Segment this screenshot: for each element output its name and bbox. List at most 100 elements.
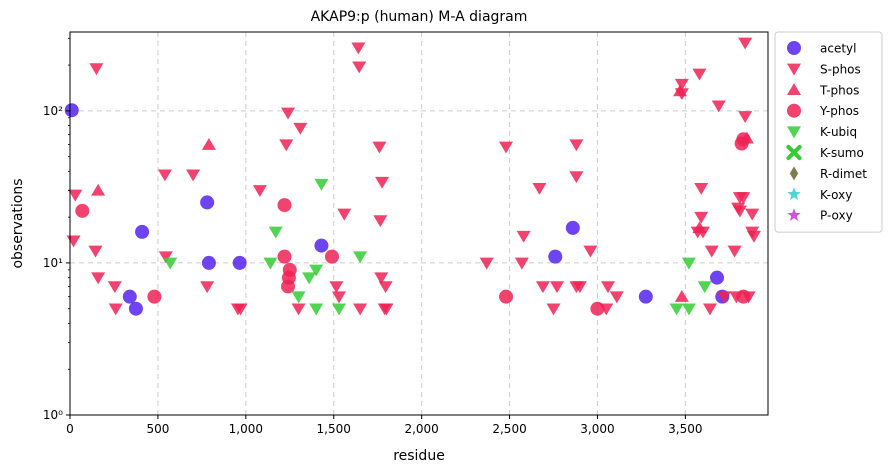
legend-marker [786,144,802,161]
point-s-phos [572,281,587,294]
point-k-ubiq [314,178,329,191]
point-s-phos [704,245,719,258]
point-y-phos [75,203,90,218]
legend-marker [787,208,801,221]
point-acetyl [200,195,215,210]
point-y-phos [736,289,751,304]
point-s-phos [694,182,709,195]
point-s-phos [233,303,248,316]
point-y-phos [147,289,162,304]
point-k-ubiq [263,257,278,270]
point-t-phos [91,183,106,196]
point-s-phos [281,107,296,120]
point-s-phos [514,257,529,270]
plot-frame [69,31,769,416]
point-s-phos [329,281,344,294]
point-s-phos [66,235,81,248]
point-acetyl [128,301,143,316]
point-k-ubiq [697,281,712,294]
x-tick-label: 3,500 [668,422,702,436]
point-y-phos [277,249,292,264]
point-s-phos [692,68,707,81]
legend-marker-stroke [786,144,802,161]
point-s-phos [158,251,173,264]
point-s-phos [200,281,215,294]
point-s-phos [375,176,390,189]
point-y-phos [277,198,292,213]
point-s-phos [351,42,366,55]
point-k-ubiq [681,257,696,270]
legend-label: T-phos [819,83,859,97]
point-s-phos [535,281,550,294]
point-acetyl [232,255,247,270]
legend-label: K-ubiq [820,125,857,139]
point-s-phos [91,272,106,285]
point-t-phos [692,221,707,234]
x-tick-label: 1,500 [317,422,351,436]
point-s-phos [88,245,103,258]
point-k-ubiq [163,257,178,270]
point-s-phos [68,189,83,202]
legend-label: R-dimet [820,167,867,181]
point-k-ubiq [353,251,368,264]
y-axis-label: observations [10,178,26,268]
point-k-ubiq [669,303,684,316]
point-s-phos [569,171,584,184]
legend-label: K-oxy [820,188,852,202]
point-s-phos [702,303,717,316]
y-tick-label: 10² [43,104,63,118]
x-tick-label: 500 [146,422,169,436]
point-s-phos [499,141,514,154]
point-s-phos [550,281,565,294]
point-s-phos [601,281,616,294]
point-s-phos [745,208,760,221]
x-tick-label: 0 [66,422,74,436]
point-s-phos [479,257,494,270]
point-k-ubiq [309,303,324,316]
point-y-phos [736,132,751,147]
y-tick-label: 10¹ [43,256,63,270]
point-s-phos [711,100,726,113]
point-s-phos [694,211,709,224]
legend-label: Y-phos [819,104,859,118]
point-t-phos [201,137,216,150]
point-k-ubiq [332,303,347,316]
legend-marker [787,126,801,139]
legend-box [774,31,883,233]
point-s-phos [717,291,732,304]
point-acetyl [710,270,725,285]
x-tick-label: 2,500 [492,422,526,436]
point-acetyl [64,103,79,118]
point-s-phos [108,303,123,316]
point-t-phos [674,290,689,302]
point-s-phos [738,111,753,124]
point-s-phos [293,122,308,135]
point-acetyl [122,289,137,304]
point-acetyl [314,238,329,253]
legend-label: acetyl [820,42,856,56]
point-s-phos [337,208,352,221]
point-s-phos [738,37,753,50]
point-k-ubiq [681,303,696,316]
point-acetyl [638,289,653,304]
point-s-phos [291,303,306,316]
legend-marker [787,103,801,118]
point-t-phos [673,84,688,97]
x-tick-label: 1,000 [229,422,263,436]
point-s-phos [252,185,267,198]
point-s-phos [746,230,761,243]
point-s-phos [546,303,561,316]
x-axis-label: residue [393,448,445,464]
axes: 0 500 1,000 1,500 2,000 2,500 3,000 3,500 10⁰ 10¹… [43,37,703,436]
point-k-ubiq [309,264,324,277]
x-tick-label: 3,000 [580,422,614,436]
grid-lines [70,32,768,415]
point-s-phos [279,139,294,152]
point-s-phos [372,141,387,154]
point-s-phos [332,291,347,304]
point-s-phos [583,245,598,258]
chart-title: AKAP9:p (human) M-A diagram [311,9,528,25]
point-s-phos [107,281,122,294]
point-acetyl [135,224,150,239]
